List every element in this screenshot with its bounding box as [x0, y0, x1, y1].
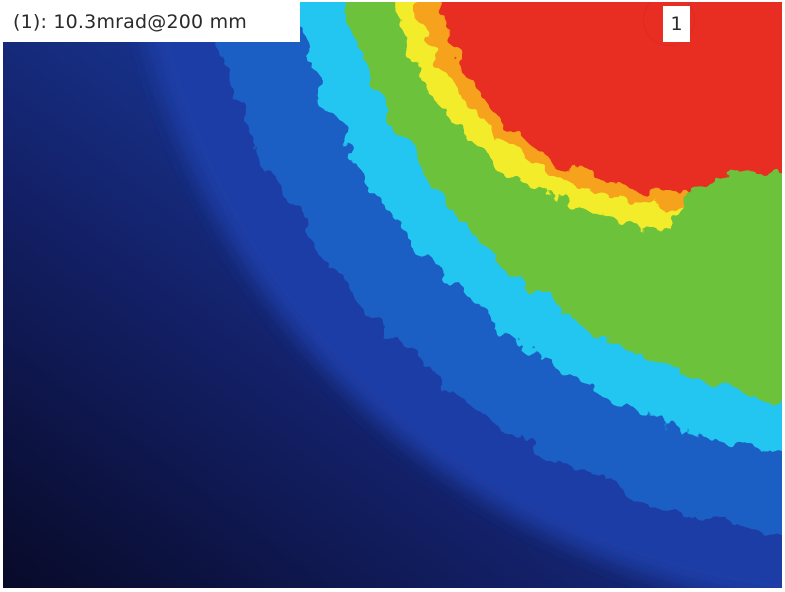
marker-label: 1: [663, 6, 690, 42]
measurement-label-text: (1): 10.3mrad@200 mm: [13, 11, 248, 33]
marker-label-text: 1: [670, 13, 683, 35]
red-hot-region: [441, 2, 782, 197]
green-patch: [673, 172, 782, 292]
measurement-label: (1): 10.3mrad@200 mm: [3, 2, 300, 42]
thermal-image-frame: (1): 10.3mrad@200 mm 1: [3, 2, 782, 588]
heatmap-image: [3, 2, 782, 588]
